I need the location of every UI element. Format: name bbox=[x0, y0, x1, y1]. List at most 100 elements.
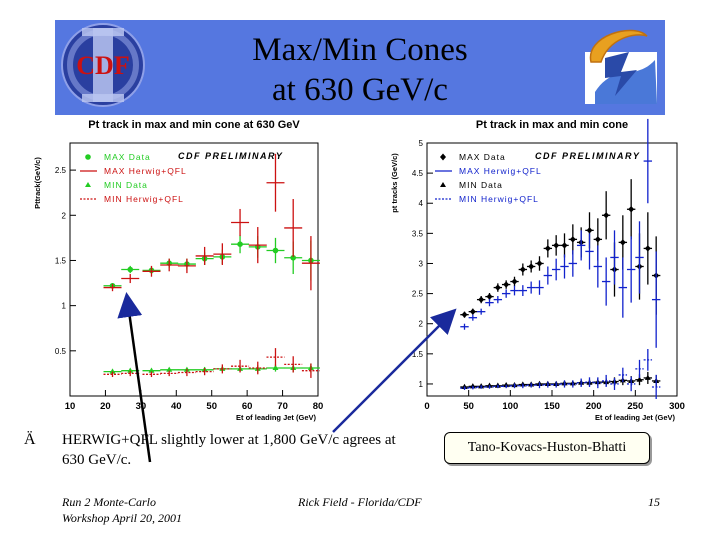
y-tick-label: 5 bbox=[419, 139, 424, 148]
data-point bbox=[237, 241, 243, 247]
data-point bbox=[469, 308, 476, 315]
legend-label: MAX Herwig+QFL bbox=[459, 166, 542, 176]
x-tick-label: 20 bbox=[100, 401, 111, 412]
legend-entry: MAX Data bbox=[440, 152, 506, 162]
chart-annotation: CDF PRELIMINARY bbox=[535, 151, 640, 161]
legend-label: MIN Data bbox=[104, 180, 148, 190]
x-tick-label: 50 bbox=[463, 401, 474, 412]
legend-entry: MIN Data bbox=[85, 180, 148, 190]
data-point bbox=[272, 247, 279, 254]
data-point bbox=[544, 245, 551, 252]
title-line-1: Max/Min Cones bbox=[252, 32, 468, 68]
x-tick-label: 200 bbox=[586, 401, 602, 412]
data-point bbox=[619, 239, 626, 246]
data-point bbox=[603, 212, 610, 219]
y-tick-label: 3.5 bbox=[412, 229, 424, 238]
title-line-2: at 630 GeV/c bbox=[272, 72, 448, 108]
title-banner bbox=[55, 20, 665, 115]
series-3 bbox=[460, 349, 661, 400]
x-tick-label: 150 bbox=[544, 401, 560, 412]
bullet-symbol: Ä bbox=[24, 431, 36, 448]
data-point bbox=[536, 260, 543, 267]
footer-left: Run 2 Monte-Carlo Workshop April 20, 200… bbox=[62, 494, 182, 526]
y-tick-label: 1.5 bbox=[55, 256, 67, 265]
y-tick-label: 2.5 bbox=[412, 290, 424, 299]
x-tick-label: 50 bbox=[206, 401, 217, 412]
y-tick-label: 1.5 bbox=[412, 350, 424, 359]
series-3 bbox=[103, 348, 320, 378]
x-tick-label: 0 bbox=[424, 401, 429, 412]
y-axis-label: pt tracks (GeV/c) bbox=[390, 153, 399, 213]
data-point bbox=[109, 368, 116, 374]
x-tick-label: 70 bbox=[277, 401, 288, 412]
legend-entry: MIN Herwig+QFL bbox=[435, 194, 539, 204]
x-tick-label: 60 bbox=[242, 401, 253, 412]
legend-label: MAX Data bbox=[104, 152, 151, 162]
slide-title: Max/Min Cones at 630 GeV/c bbox=[200, 30, 520, 110]
data-point bbox=[586, 227, 593, 234]
cdf-logo-text: CDF bbox=[76, 51, 129, 80]
x-tick-label: 100 bbox=[502, 401, 518, 412]
y-tick-label: 2 bbox=[62, 211, 67, 220]
y-tick-label: 4.5 bbox=[412, 169, 424, 178]
y-tick-label: 1 bbox=[62, 302, 67, 311]
data-point bbox=[519, 266, 526, 273]
chart-pt-max-min-cone: Pt track in max and min cone 0 50 100 150 200… bbox=[390, 118, 685, 422]
legend-label: MIN Herwig+QFL bbox=[459, 194, 539, 204]
y-tick-label: 3 bbox=[419, 259, 424, 268]
chart-annotation: CDF PRELIMINARY bbox=[178, 151, 283, 161]
series-1 bbox=[103, 153, 320, 292]
data-point bbox=[628, 206, 635, 213]
callout-box: Tano-Kovacs-Huston-Bhatti bbox=[444, 432, 650, 464]
y-tick-label: 0.5 bbox=[55, 347, 67, 356]
legend-marker bbox=[85, 182, 91, 187]
cdf-logo: CDF bbox=[61, 23, 145, 107]
x-tick-label: 30 bbox=[136, 401, 147, 412]
legend-entry: MAX Herwig+QFL bbox=[80, 166, 187, 176]
data-point bbox=[290, 254, 297, 261]
legend-marker bbox=[85, 154, 91, 160]
data-point bbox=[561, 242, 568, 249]
series-0 bbox=[103, 235, 320, 289]
legend-label: MAX Herwig+QFL bbox=[104, 166, 187, 176]
legend-label: MIN Herwig+QFL bbox=[104, 194, 184, 204]
data-point bbox=[636, 376, 643, 382]
x-axis-label: Et of leading Jet (GeV) bbox=[236, 413, 317, 422]
series-2 bbox=[103, 363, 320, 374]
data-point bbox=[644, 374, 651, 380]
data-point bbox=[461, 311, 468, 318]
legend-entry: MAX Herwig+QFL bbox=[435, 166, 542, 176]
y-tick-label: 2.5 bbox=[55, 166, 67, 175]
data-point bbox=[272, 364, 279, 370]
chart-title: Pt track in max and min cone at 630 GeV bbox=[88, 119, 300, 131]
data-point bbox=[127, 266, 134, 273]
x-axis-label: Et of leading Jet (GeV) bbox=[595, 413, 676, 422]
bullet-text: HERWIG+QFL slightly lower at 1,800 GeV/c… bbox=[62, 432, 396, 468]
data-point bbox=[494, 284, 501, 291]
footer-left-line-2: Workshop April 20, 2001 bbox=[62, 511, 183, 525]
footer-page-number: 15 bbox=[648, 495, 660, 509]
data-point bbox=[486, 293, 493, 300]
chart-630-gev: Pt track in max and min cone at 630 GeV 1… bbox=[33, 119, 324, 422]
x-tick-label: 10 bbox=[65, 401, 76, 412]
data-point bbox=[644, 245, 651, 252]
footer-center: Rick Field - Florida/CDF bbox=[298, 495, 422, 509]
data-point bbox=[594, 236, 601, 243]
data-point bbox=[478, 296, 485, 303]
data-point bbox=[528, 263, 535, 270]
x-tick-label: 80 bbox=[313, 401, 324, 412]
legend-label: MAX Data bbox=[459, 152, 506, 162]
y-tick-label: 2 bbox=[419, 320, 424, 329]
legend-entry: MIN Data bbox=[440, 180, 502, 190]
data-point bbox=[569, 236, 576, 243]
plot-frame bbox=[69, 142, 319, 397]
footer-left-line-1: Run 2 Monte-Carlo bbox=[62, 495, 156, 509]
data-point bbox=[553, 242, 560, 249]
x-tick-label: 40 bbox=[171, 401, 182, 412]
data-point bbox=[166, 366, 173, 372]
x-tick-label: 300 bbox=[669, 401, 685, 412]
chart-title: Pt track in max and min cone bbox=[476, 119, 628, 131]
legend-entry: MAX Data bbox=[85, 152, 151, 162]
data-point bbox=[503, 281, 510, 288]
legend-marker bbox=[440, 182, 446, 187]
